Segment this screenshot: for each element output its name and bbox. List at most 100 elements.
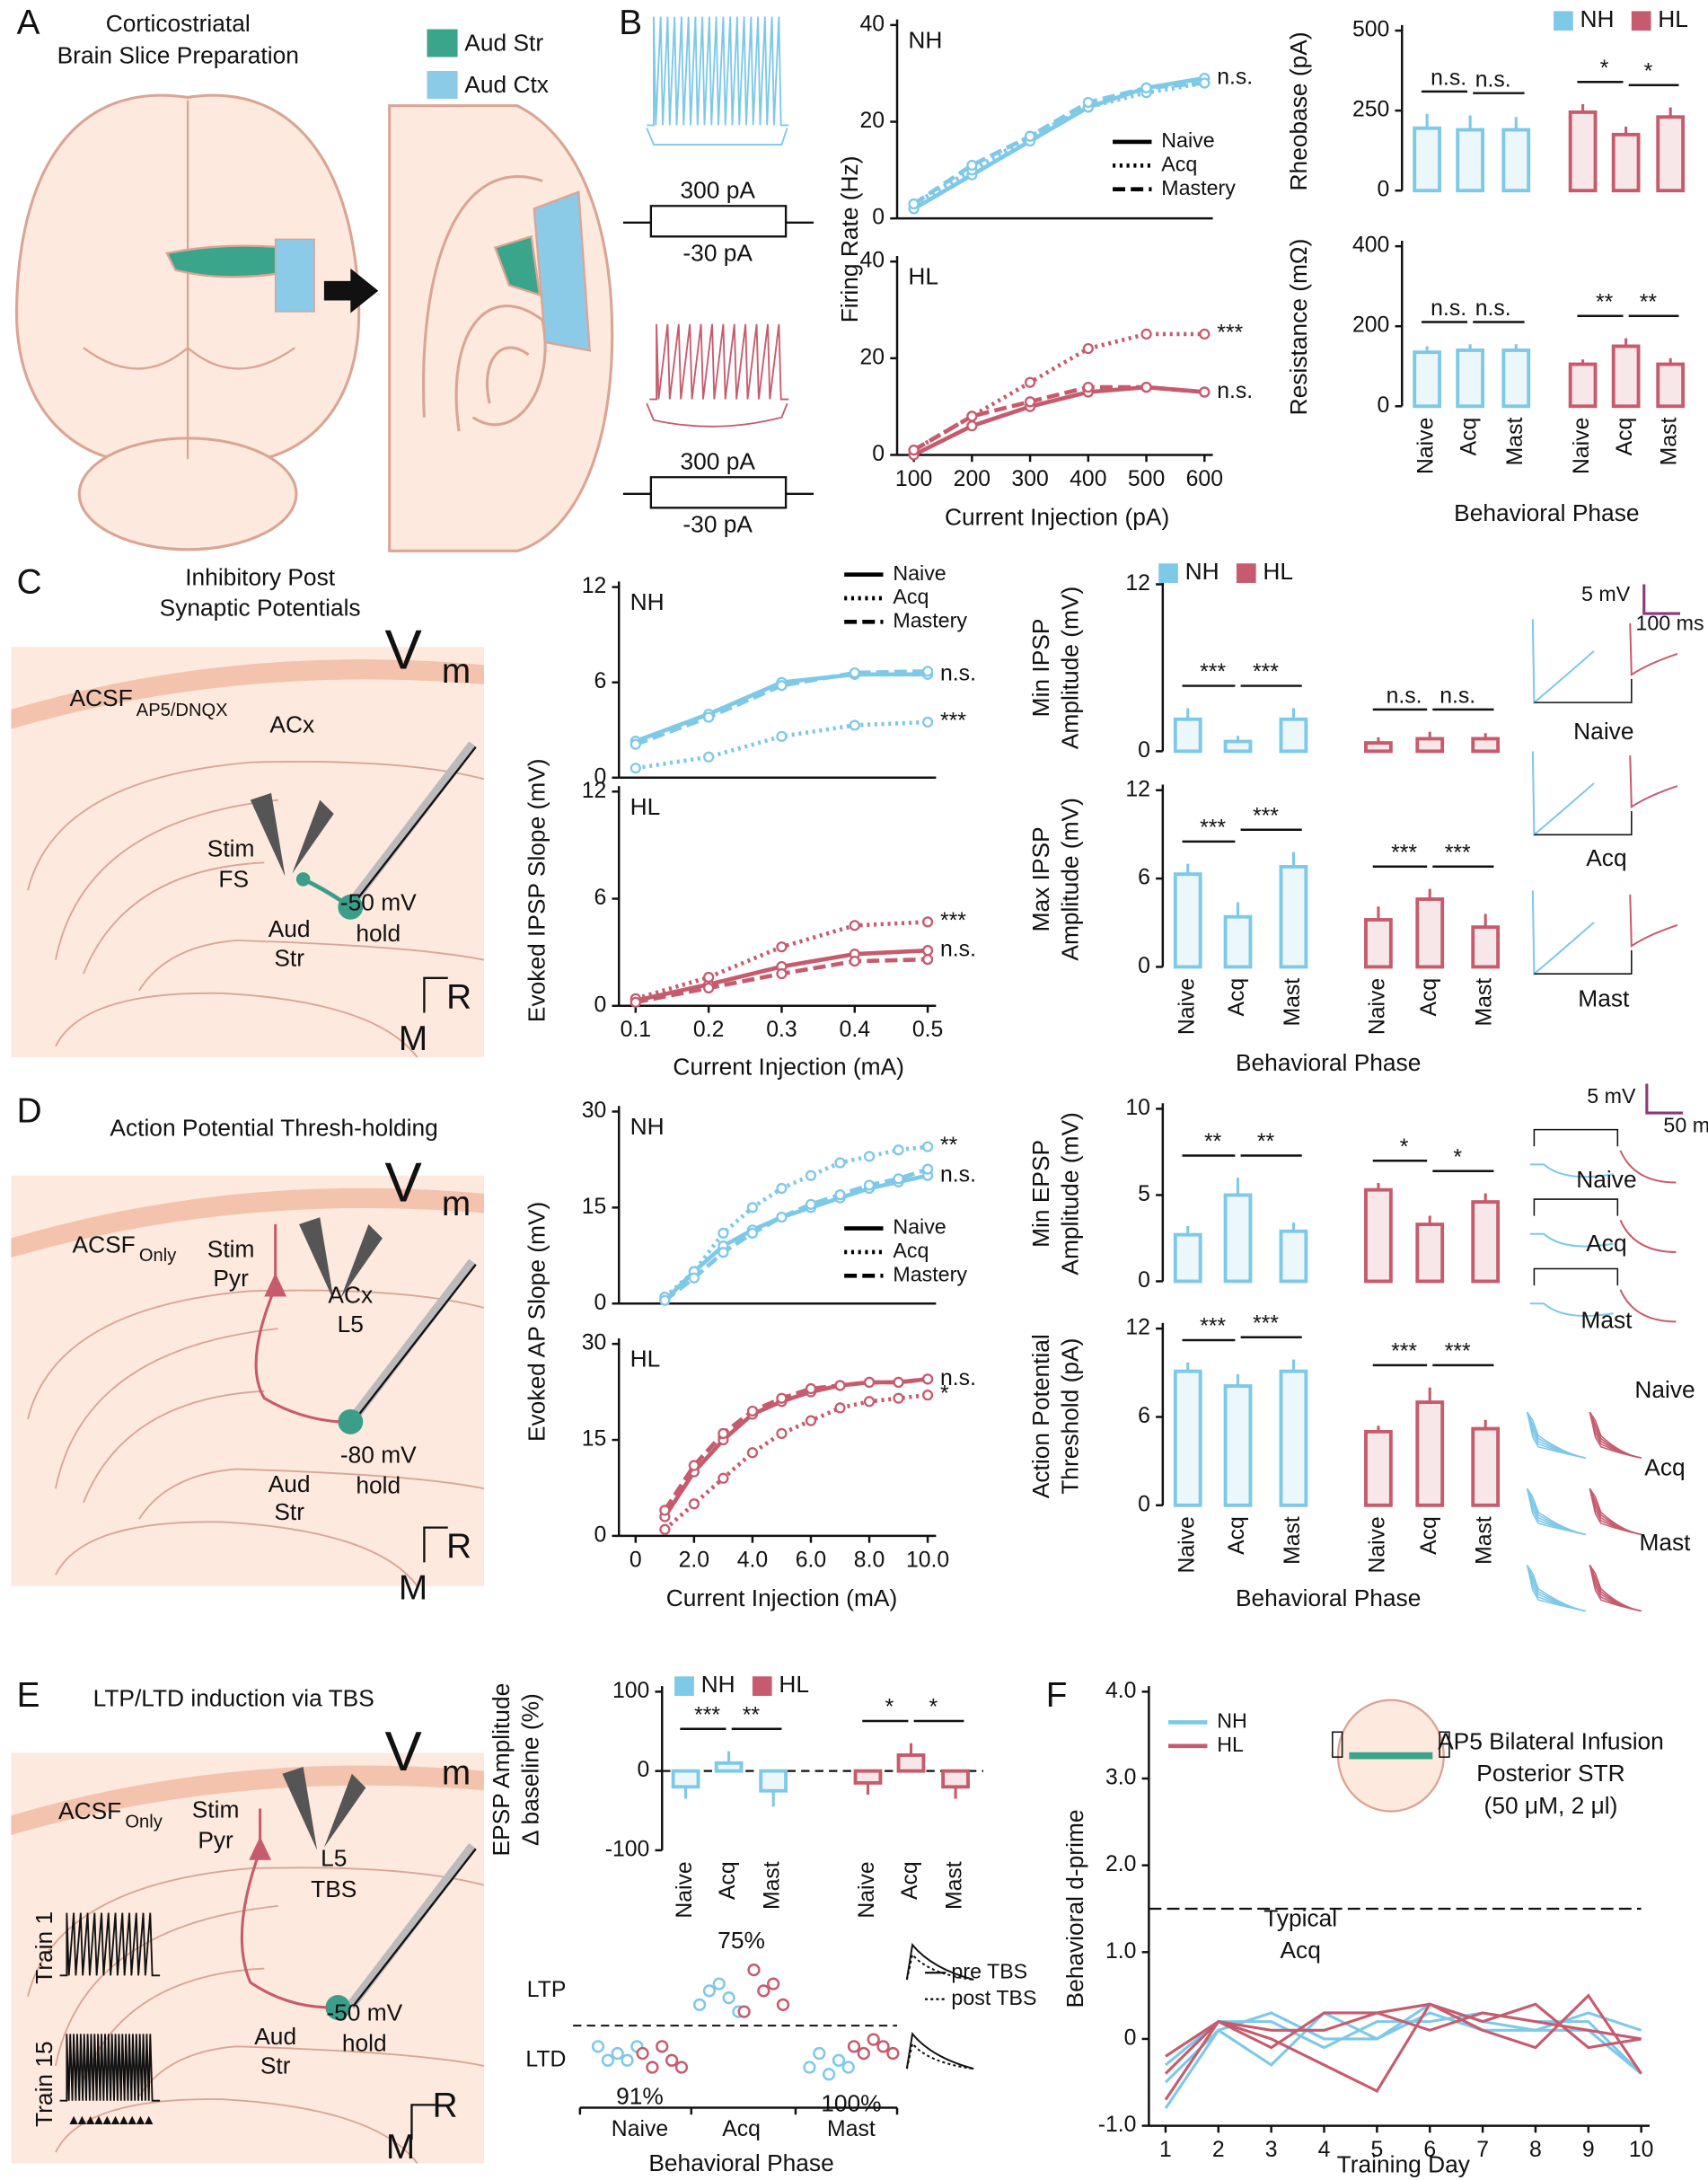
legend-swatch bbox=[1158, 563, 1178, 583]
figure-text: AP5 Bilateral Infusion bbox=[1438, 1728, 1664, 1755]
data-point bbox=[703, 971, 715, 984]
category-label: Naive bbox=[855, 1861, 879, 1918]
figure-text: (50 μM, 2 μl) bbox=[1484, 1792, 1618, 1819]
figure-text: L5 bbox=[321, 1845, 347, 1872]
data-point bbox=[1140, 328, 1152, 340]
category-label: Naive bbox=[1365, 978, 1389, 1035]
series-line bbox=[663, 1392, 929, 1531]
figure-text: Str bbox=[274, 945, 304, 972]
category-label: Mast bbox=[1281, 978, 1305, 1027]
data-point bbox=[863, 1179, 876, 1191]
data-point bbox=[867, 2033, 880, 2046]
slice-pia bbox=[11, 1187, 485, 1258]
data-point bbox=[893, 1392, 904, 1404]
x-tick-label: 6.0 bbox=[796, 1548, 826, 1572]
figure-text: Acq bbox=[1586, 844, 1626, 871]
scale-bar bbox=[1645, 1083, 1684, 1115]
bar bbox=[1413, 126, 1442, 193]
significance-label: n.s. bbox=[1387, 684, 1422, 709]
tbs-marker bbox=[86, 2115, 95, 2125]
reference-label: Typical bbox=[1263, 1904, 1337, 1931]
figure-text: L5 bbox=[338, 1311, 364, 1337]
x-tick-label: 600 bbox=[1186, 467, 1223, 491]
data-point bbox=[757, 1984, 770, 1998]
data-point bbox=[813, 2046, 826, 2061]
data-point bbox=[718, 1227, 729, 1239]
data-point bbox=[847, 2040, 861, 2053]
y-tick-label: 200 bbox=[1352, 313, 1389, 338]
y-tick-label: 40 bbox=[860, 249, 885, 273]
significance-label: *** bbox=[1200, 660, 1226, 684]
figure-text: 5 mV bbox=[1587, 1084, 1636, 1108]
x-tick-label: 1 bbox=[1159, 2138, 1172, 2162]
data-point bbox=[776, 730, 788, 742]
data-point bbox=[1140, 82, 1152, 93]
label: Train 15 bbox=[31, 2041, 57, 2127]
bar bbox=[714, 1761, 744, 1773]
bar bbox=[1279, 717, 1308, 754]
bar bbox=[853, 1769, 883, 1785]
y-tick-label: 12 bbox=[1125, 1316, 1150, 1340]
data-point bbox=[776, 680, 788, 692]
figure-text: 300 pA bbox=[680, 177, 755, 204]
y-tick-label: 30 bbox=[582, 1099, 607, 1123]
bar bbox=[1279, 1369, 1308, 1507]
stim-marker bbox=[1534, 810, 1633, 836]
data-point bbox=[1199, 386, 1211, 398]
figure-text: ACSF bbox=[58, 1797, 121, 1824]
percent-label: 91% bbox=[616, 2083, 664, 2110]
data-point bbox=[863, 1376, 876, 1389]
y-tick-label: 40 bbox=[860, 12, 885, 36]
bar bbox=[1501, 348, 1531, 409]
data-point bbox=[776, 1427, 788, 1440]
significance-label: *** bbox=[940, 709, 966, 733]
data-point bbox=[718, 1427, 729, 1440]
tbs-marker bbox=[136, 2115, 145, 2125]
legend-label: Mastery bbox=[893, 608, 967, 631]
x-tick-label: 10.0 bbox=[906, 1548, 949, 1572]
x-tick-label: 400 bbox=[1070, 467, 1106, 491]
x-tick-label: 3 bbox=[1265, 2138, 1278, 2162]
y-tick-label: -1.0 bbox=[1098, 2113, 1137, 2137]
x-tick-label: 7 bbox=[1476, 2138, 1489, 2162]
data-point bbox=[688, 1460, 700, 1471]
bar bbox=[671, 1769, 700, 1789]
category-label: Naive bbox=[1175, 978, 1199, 1035]
data-point bbox=[966, 420, 978, 432]
panel-label: C bbox=[17, 563, 42, 602]
figure-text: R bbox=[446, 977, 471, 1016]
category-label: Acq bbox=[898, 1861, 922, 1900]
bar bbox=[1364, 1187, 1393, 1284]
bar bbox=[1223, 1384, 1253, 1507]
data-point bbox=[688, 1498, 700, 1510]
x-tick-label: 0.5 bbox=[912, 1018, 943, 1042]
data-point bbox=[921, 666, 934, 677]
bar bbox=[1173, 1369, 1202, 1507]
bar bbox=[1568, 110, 1598, 193]
y-tick-label: -100 bbox=[605, 1837, 650, 1861]
y-tick-label: 0 bbox=[594, 993, 607, 1017]
trace bbox=[1527, 1564, 1586, 1612]
figure-text: hold bbox=[356, 920, 401, 947]
coronal-inner bbox=[422, 175, 547, 432]
cannula bbox=[1439, 1731, 1450, 1758]
series-line bbox=[1165, 2002, 1642, 2093]
y-axis-label: EPSP Amplitude bbox=[488, 1683, 515, 1857]
x-tick-label: 300 bbox=[1011, 467, 1048, 491]
trace bbox=[1531, 890, 1595, 976]
y-tick-label: 5 bbox=[1138, 1182, 1150, 1206]
trace bbox=[1619, 1219, 1677, 1253]
significance-label: ** bbox=[940, 1134, 958, 1158]
significance-label: n.s. bbox=[1431, 296, 1466, 321]
bar bbox=[1223, 914, 1253, 969]
data-point bbox=[834, 1157, 846, 1169]
y-axis-label: Behavioral d-prime bbox=[1061, 1809, 1088, 2008]
figure-text: -30 pA bbox=[682, 510, 753, 537]
data-point bbox=[1024, 396, 1036, 408]
figure-text: LTP/LTD induction via TBS bbox=[93, 1685, 374, 1712]
pipette-wire bbox=[352, 1848, 477, 2008]
category-label: Naive bbox=[612, 2117, 668, 2141]
data-point bbox=[805, 1169, 817, 1181]
chart-title: NH bbox=[630, 1113, 665, 1140]
